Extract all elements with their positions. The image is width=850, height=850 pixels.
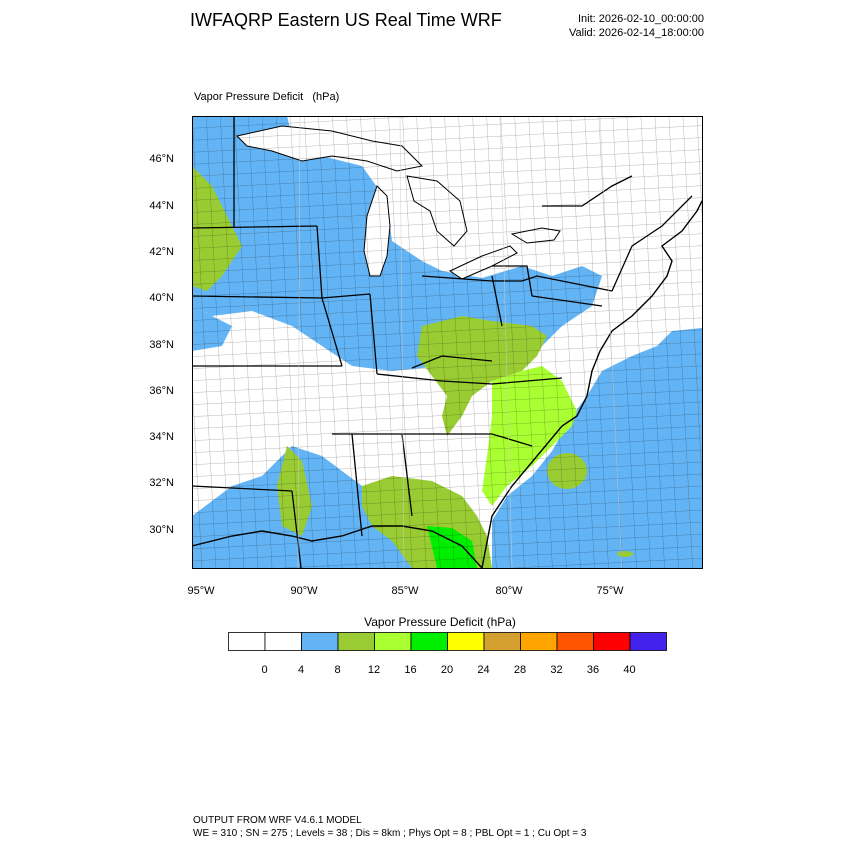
colorbar-cell: [629, 632, 667, 651]
lat-label-36n: 36°N: [149, 385, 174, 397]
lon-label-80w: 80°W: [495, 585, 523, 597]
valid-time: Valid: 2026-02-14_18:00:00: [569, 27, 704, 39]
colorbar-label: 24: [477, 664, 490, 676]
lat-label-30n: 30°N: [149, 524, 174, 536]
map-frame: [192, 116, 703, 569]
graticule: [297, 116, 623, 568]
colorbar-cell: [483, 632, 521, 651]
colorbar-cell: [374, 632, 412, 651]
colorbar-label: 16: [404, 664, 417, 676]
lat-label-42n: 42°N: [149, 246, 174, 258]
county-lines: [192, 116, 702, 568]
colorbar-label: 40: [623, 664, 636, 676]
lat-label-46n: 46°N: [149, 153, 174, 165]
colorbar-label: 8: [334, 664, 341, 676]
field-title: Vapor Pressure Deficit (hPa): [194, 91, 340, 103]
state-boundaries: [192, 116, 693, 568]
colorbar-title: Vapor Pressure Deficit (hPa): [364, 615, 516, 629]
colorbar-cell: [410, 632, 448, 651]
colorbar: [228, 632, 667, 651]
colorbar-cell: [228, 632, 266, 651]
vpd-map: [192, 116, 703, 569]
lon-label-75w: 75°W: [596, 585, 624, 597]
colorbar-cell: [447, 632, 485, 651]
footer-model: OUTPUT FROM WRF V4.6.1 MODEL: [193, 815, 362, 826]
colorbar-label: 32: [550, 664, 563, 676]
colorbar-label: 36: [586, 664, 600, 676]
lon-label-85w: 85°W: [391, 585, 419, 597]
colorbar-cell: [337, 632, 375, 651]
colorbar-cell: [301, 632, 339, 651]
colorbar-label: 12: [367, 664, 381, 676]
lat-label-32n: 32°N: [149, 477, 174, 489]
lat-label-44n: 44°N: [149, 200, 174, 212]
footer-config: WE = 310 ; SN = 275 ; Levels = 38 ; Dis …: [193, 828, 587, 839]
colorbar-label: 4: [297, 664, 305, 676]
lon-label-90w: 90°W: [290, 585, 318, 597]
colorbar-cell: [520, 632, 558, 651]
colorbar-label: 28: [513, 664, 527, 676]
lat-label-38n: 38°N: [149, 339, 174, 351]
lon-label-95w: 95°W: [187, 585, 215, 597]
colorbar-label: 0: [261, 664, 268, 676]
colorbar-cell: [593, 632, 631, 651]
colorbar-cell: [264, 632, 302, 651]
colorbar-label: 20: [440, 664, 454, 676]
init-time: Init: 2026-02-10_00:00:00: [578, 13, 704, 25]
lat-label-34n: 34°N: [149, 431, 174, 443]
colorbar-cell: [556, 632, 594, 651]
coastline: [192, 200, 702, 568]
lat-label-40n: 40°N: [149, 292, 174, 304]
page-title: IWFAQRP Eastern US Real Time WRF: [190, 10, 502, 30]
